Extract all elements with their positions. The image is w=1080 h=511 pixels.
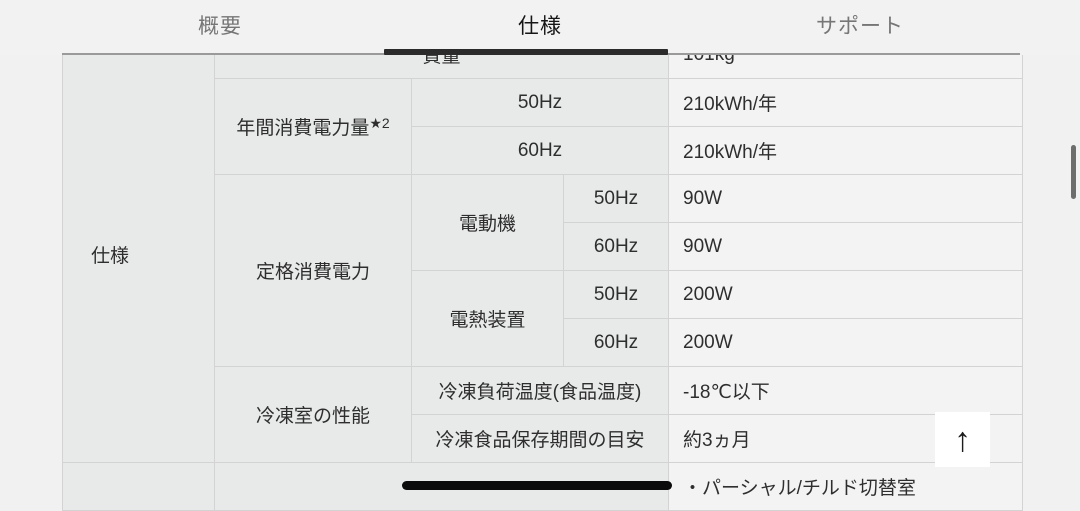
home-indicator[interactable] [402, 481, 672, 490]
tab-specifications[interactable]: 仕様 [518, 15, 562, 38]
freezer-storage-period-label: 冷凍食品保存期間の目安 [411, 414, 669, 463]
tab-list: 概要 仕様 サポート [60, 0, 1020, 55]
heater-value-60: 200W [668, 318, 1023, 367]
spec-label-freezer-performance: 冷凍室の性能 [214, 366, 412, 463]
spec-table: 仕様 質量 101kg 年間消費電力量★2 50Hz 210kWh/年 60Hz… [62, 30, 1023, 511]
heater-value-50: 200W [668, 270, 1023, 319]
annual-power-label: 年間消費電力量 [236, 118, 370, 139]
annual-power-footnote: ★2 [369, 115, 390, 131]
freezer-load-temp-value: -18℃以下 [668, 366, 1023, 415]
tab-support[interactable]: サポート [816, 15, 904, 38]
annual-power-freq-50: 50Hz [411, 78, 669, 127]
motor-freq-50: 50Hz [563, 174, 669, 223]
tab-overview[interactable]: 概要 [198, 15, 242, 38]
tab-bar: 概要 仕様 サポート [0, 0, 1080, 55]
table-row: 60Hz 210kWh/年 [63, 126, 1023, 175]
heater-freq-50: 50Hz [563, 270, 669, 319]
motor-freq-60: 60Hz [563, 222, 669, 271]
arrow-up-icon: ↑ [954, 420, 971, 459]
scrollbar-thumb[interactable] [1071, 145, 1076, 199]
rated-power-heater-label: 電熱装置 [411, 270, 564, 367]
annual-power-value-60: 210kWh/年 [668, 126, 1023, 175]
freezer-load-temp-label: 冷凍負荷温度(食品温度) [411, 366, 669, 415]
table-row: 冷凍室の性能 冷凍負荷温度(食品温度) -18℃以下 [63, 366, 1023, 463]
spec-label-rated-power: 定格消費電力 [214, 174, 412, 367]
table-row: 電熱装置 50Hz 200W [63, 270, 1023, 367]
motor-value-60: 90W [668, 222, 1023, 271]
table-row: 定格消費電力 電動機 50Hz 90W [63, 174, 1023, 367]
rated-power-motor-label: 電動機 [411, 174, 564, 271]
next-section-value: ・パーシャル/チルド切替室 [668, 462, 1023, 511]
motor-value-50: 90W [668, 174, 1023, 223]
table-row: 60Hz 200W [63, 318, 1023, 367]
annual-power-value-50: 210kWh/年 [668, 78, 1023, 127]
scroll-to-top-button[interactable]: ↑ [935, 412, 990, 467]
annual-power-freq-60: 60Hz [411, 126, 669, 175]
spec-label-annual-power: 年間消費電力量★2 [214, 78, 412, 175]
heater-freq-60: 60Hz [563, 318, 669, 367]
active-tab-indicator [384, 49, 668, 55]
next-group-empty-cell [62, 462, 215, 511]
spec-group-label: 仕様 [62, 30, 215, 463]
